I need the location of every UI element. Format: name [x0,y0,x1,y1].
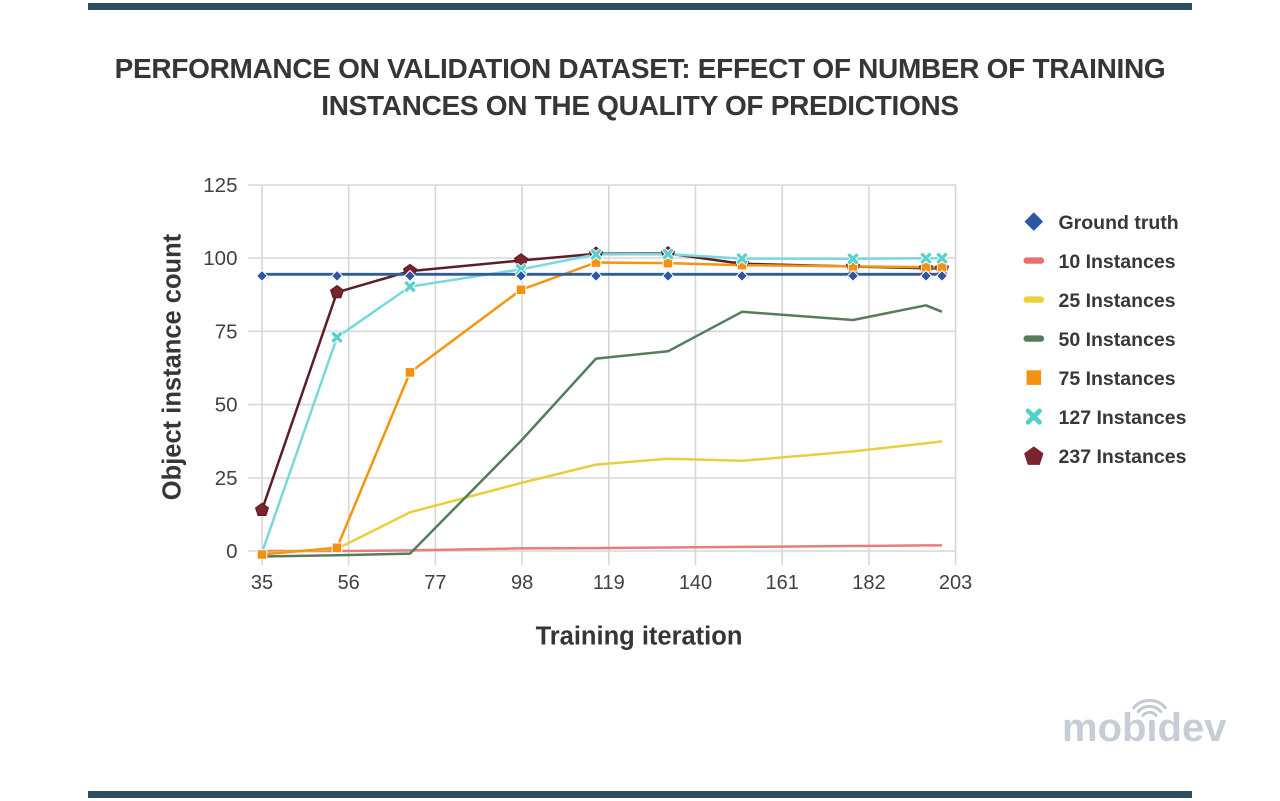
svg-text:75 Instances: 75 Instances [1059,368,1176,390]
svg-text:Training iteration: Training iteration [536,623,743,651]
svg-text:203: 203 [939,572,972,594]
svg-text:0: 0 [226,540,237,563]
svg-text:98: 98 [511,572,533,594]
svg-text:35: 35 [251,572,273,594]
svg-text:237 Instances: 237 Instances [1059,446,1187,468]
svg-text:125: 125 [203,174,237,197]
svg-text:Object instance count: Object instance count [159,233,187,500]
svg-text:119: 119 [593,572,625,594]
svg-text:10 Instances: 10 Instances [1059,251,1176,273]
svg-text:75: 75 [215,320,238,343]
svg-text:56: 56 [338,572,360,594]
svg-text:127 Instances: 127 Instances [1059,407,1187,429]
svg-text:Ground truth: Ground truth [1059,212,1179,234]
svg-text:140: 140 [679,572,712,594]
svg-text:182: 182 [852,572,885,594]
svg-text:50: 50 [215,394,238,417]
svg-text:50 Instances: 50 Instances [1059,329,1176,351]
svg-text:25 Instances: 25 Instances [1059,290,1176,312]
svg-text:100: 100 [203,247,237,270]
svg-text:161: 161 [766,572,799,594]
svg-text:77: 77 [424,572,446,594]
svg-text:25: 25 [215,467,238,490]
